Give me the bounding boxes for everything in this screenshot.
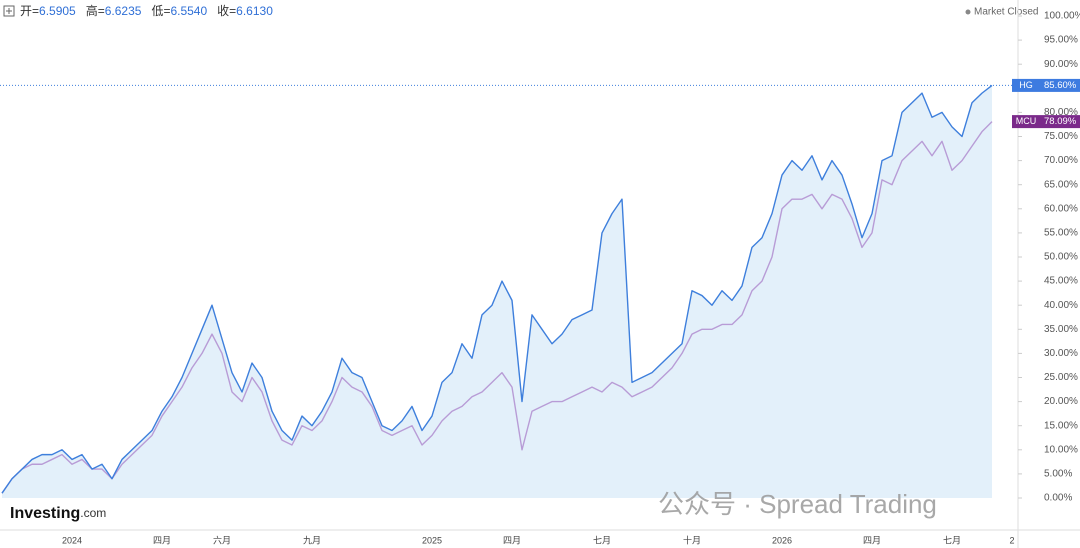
ohlc-label: 低= xyxy=(151,4,170,18)
ohlc-value: 6.6130 xyxy=(236,4,273,18)
y-tick-label: 30.00% xyxy=(1044,348,1078,359)
y-tick-label: 25.00% xyxy=(1044,372,1078,383)
y-tick-label: 75.00% xyxy=(1044,131,1078,142)
last-value-badge: HG 85.60% xyxy=(1012,78,1080,92)
badge-value-bg xyxy=(1040,115,1080,129)
x-tick-label: 2 xyxy=(1009,535,1014,545)
y-tick-label: 90.00% xyxy=(1044,59,1078,70)
x-tick-label: 2026 xyxy=(772,535,792,545)
badge-name: HG xyxy=(1019,80,1033,90)
badge-name-bg xyxy=(1012,115,1040,129)
y-tick-label: 60.00% xyxy=(1044,203,1078,214)
logo: Investing.com xyxy=(10,505,106,522)
y-tick-label: 65.00% xyxy=(1044,179,1078,190)
y-tick-label: 70.00% xyxy=(1044,155,1078,166)
x-tick-label: 四月 xyxy=(153,535,171,545)
badge-name-bg xyxy=(1012,78,1040,92)
badge-name: MCU xyxy=(1016,116,1037,126)
y-tick-label: 100.00% xyxy=(1044,11,1080,22)
series-line xyxy=(1,121,993,494)
x-tick-label: 七月 xyxy=(943,535,961,545)
logo-brand: Investing xyxy=(10,505,80,522)
watermark: 公众号 · Spread Trading xyxy=(658,489,937,519)
y-tick-label: 35.00% xyxy=(1044,324,1078,335)
y-tick-label: 50.00% xyxy=(1044,252,1078,263)
last-value-badge: MCU 78.09% xyxy=(1012,115,1080,129)
badge-value-bg xyxy=(1040,78,1080,92)
x-tick-label: 六月 xyxy=(213,534,231,545)
y-tick-label: 45.00% xyxy=(1044,276,1078,287)
badge-value: 78.09% xyxy=(1044,116,1077,127)
x-tick-label: 十月 xyxy=(683,534,701,545)
y-tick-label: 95.00% xyxy=(1044,35,1078,46)
y-tick-label: 80.00% xyxy=(1044,107,1078,118)
y-tick-label: 40.00% xyxy=(1044,300,1078,311)
ohlc-label: 开= xyxy=(20,4,39,18)
x-tick-label: 2024 xyxy=(62,535,82,545)
x-tick-label: 九月 xyxy=(303,535,321,545)
status-dot xyxy=(965,9,971,15)
y-tick-label: 0.00% xyxy=(1044,493,1072,504)
plot-area xyxy=(0,84,1018,499)
ohlc-value: 6.5540 xyxy=(170,4,207,18)
y-tick-label: 15.00% xyxy=(1044,420,1078,431)
series-line xyxy=(1,84,993,494)
ohlc-label: 高= xyxy=(86,3,105,18)
market-status: Market Closed xyxy=(974,7,1038,18)
y-tick-label: 10.00% xyxy=(1044,444,1078,455)
badge-value: 85.60% xyxy=(1044,80,1077,91)
y-tick-label: 5.00% xyxy=(1044,469,1072,480)
x-tick-label: 四月 xyxy=(863,535,881,545)
x-tick-label: 四月 xyxy=(503,535,521,545)
ohlc-header: 开= 6.5905 高= 6.6235 低= 6.5540 收= 6.6130 xyxy=(20,3,273,18)
ohlc-label: 收= xyxy=(217,4,236,18)
ohlc-value: 6.5905 xyxy=(39,4,76,18)
area xyxy=(2,85,992,499)
y-tick-label: 55.00% xyxy=(1044,228,1078,239)
ohlc-value: 6.6235 xyxy=(105,4,142,18)
y-tick-label: 20.00% xyxy=(1044,396,1078,407)
collapse-icon[interactable] xyxy=(3,5,15,17)
x-tick-label: 2025 xyxy=(422,535,442,545)
logo-suffix: .com xyxy=(80,506,106,520)
x-tick-label: 七月 xyxy=(593,535,611,545)
